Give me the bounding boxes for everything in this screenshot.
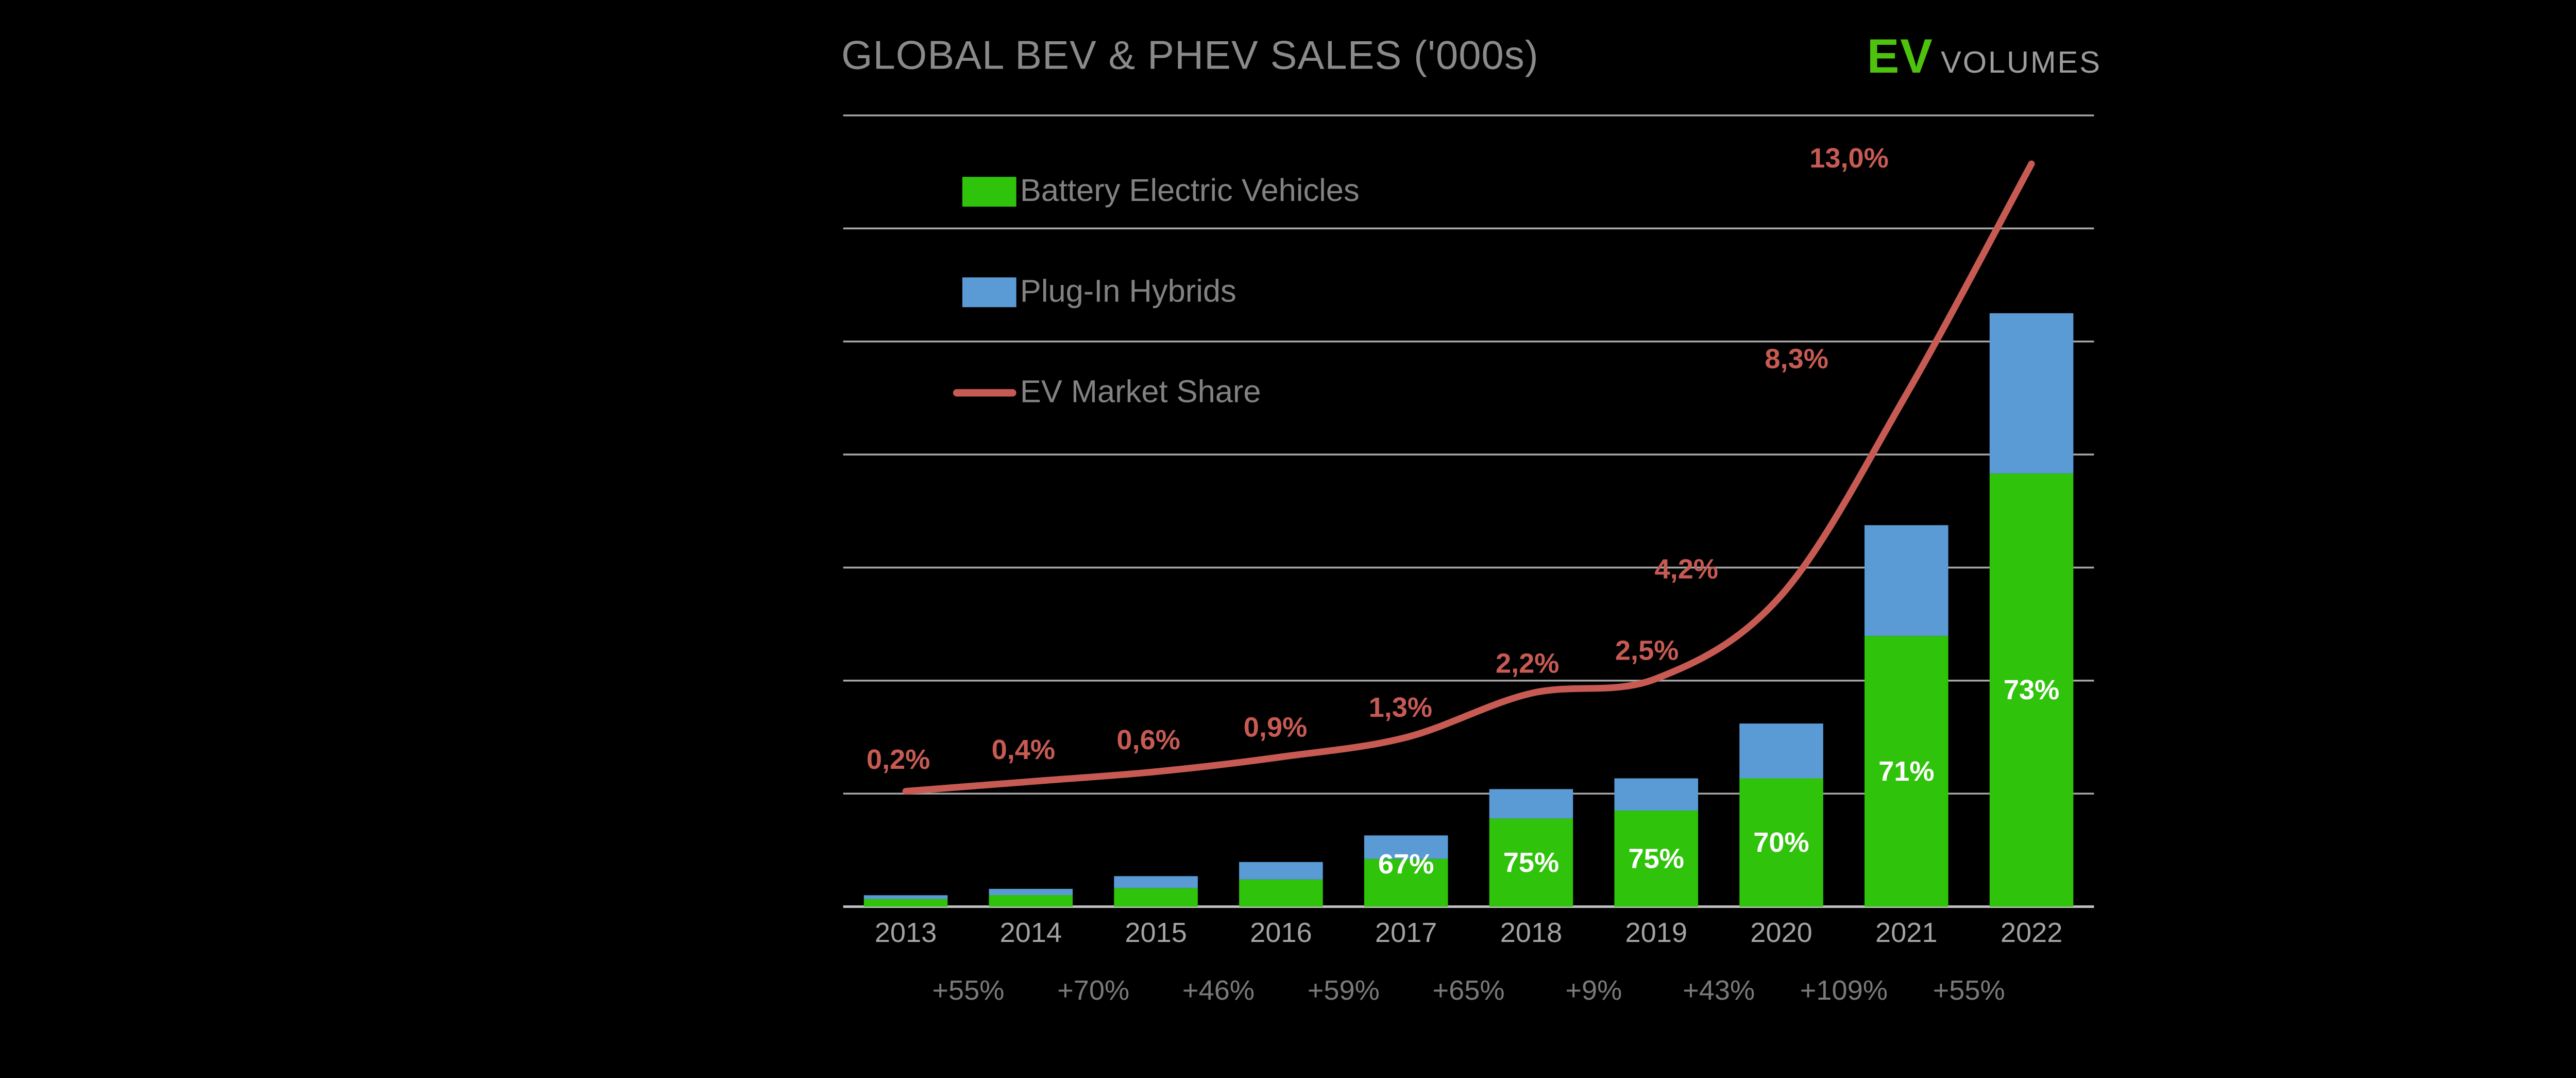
year-label-2017: 2017	[1375, 917, 1437, 948]
year-label-2016: 2016	[1250, 917, 1312, 948]
year-label-2014: 2014	[1000, 917, 1062, 948]
market-share-label-2019: 2,5%	[1615, 635, 1679, 666]
chart-title: GLOBAL BEV & PHEV SALES ('000s)	[841, 33, 1539, 78]
growth-label-2019: +9%	[1565, 975, 1622, 1006]
year-label-2015: 2015	[1125, 917, 1187, 948]
growth-label-2021: +109%	[1800, 975, 1888, 1006]
bev-swatch-icon	[962, 177, 1016, 207]
bar-phev-2016	[1239, 862, 1323, 880]
bev-share-label-2021: 71%	[1878, 756, 1934, 787]
growth-label-2020: +43%	[1683, 975, 1755, 1006]
bar-phev-2017	[1364, 835, 1448, 859]
market-share-label-2017: 1,3%	[1369, 692, 1433, 723]
market-share-line-icon	[953, 389, 1016, 397]
growth-label-2015: +70%	[1057, 975, 1129, 1006]
bar-bev-2019	[1614, 811, 1699, 907]
legend-label-bev: Battery Electric Vehicles	[1020, 173, 1360, 209]
year-label-2020: 2020	[1750, 917, 1812, 948]
bar-phev-2019	[1614, 778, 1699, 811]
growth-label-2022: +55%	[1933, 975, 2005, 1006]
logo-ev-text: EV	[1867, 28, 1934, 84]
bar-bev-2018	[1489, 818, 1573, 907]
bev-share-label-2018: 75%	[1503, 847, 1559, 878]
growth-label-2018: +65%	[1433, 975, 1505, 1006]
bar-bev-2021	[1865, 636, 1948, 907]
bar-bev-2014	[989, 895, 1073, 907]
growth-label-2014: +55%	[932, 975, 1004, 1006]
bar-bev-2016	[1239, 879, 1323, 907]
market-share-label-2021: 8,3%	[1765, 343, 1828, 374]
logo-volumes-text: VOLUMES	[1941, 46, 2102, 80]
bar-phev-2015	[1114, 876, 1198, 888]
market-share-label-2014: 0,4%	[992, 734, 1056, 765]
year-label-2019: 2019	[1625, 917, 1687, 948]
year-label-2018: 2018	[1500, 917, 1563, 948]
market-share-label-2013: 0,2%	[867, 744, 930, 775]
phev-swatch-icon	[962, 277, 1016, 308]
bar-bev-2022	[1989, 473, 2074, 907]
growth-label-2016: +46%	[1182, 975, 1255, 1006]
bev-share-label-2019: 75%	[1629, 843, 1684, 874]
market-share-line	[902, 160, 2035, 795]
legend-item-market-share: EV Market Share	[953, 374, 1360, 410]
year-label-2021: 2021	[1875, 917, 1938, 948]
legend-item-phev: Plug-In Hybrids	[962, 274, 1360, 309]
bar-phev-2020	[1739, 723, 1823, 779]
ev-volumes-logo: EV VOLUMES	[1867, 28, 2102, 86]
legend-label-market-share: EV Market Share	[1020, 374, 1261, 410]
market-share-label-2018: 2,2%	[1496, 648, 1560, 679]
legend-label-phev: Plug-In Hybrids	[1020, 274, 1236, 309]
bar-bev-2020	[1739, 778, 1823, 907]
bar-phev-2018	[1489, 789, 1573, 819]
growth-label-2017: +59%	[1308, 975, 1380, 1006]
market-share-label-2020: 4,2%	[1655, 554, 1719, 585]
bev-share-label-2022: 73%	[2004, 675, 2059, 705]
bar-phev-2013	[863, 895, 948, 899]
year-label-2022: 2022	[2001, 917, 2063, 948]
bev-share-label-2020: 70%	[1753, 827, 1809, 858]
market-share-label-2016: 0,9%	[1244, 712, 1308, 743]
chart-legend: Battery Electric Vehicles Plug-In Hybrid…	[953, 173, 1360, 410]
bar-bev-2015	[1114, 888, 1198, 907]
bar-bev-2013	[863, 899, 948, 907]
bar-phev-2021	[1865, 525, 1948, 636]
market-share-label-2015: 0,6%	[1116, 725, 1180, 755]
bar-bev-2017	[1364, 858, 1448, 907]
bar-phev-2014	[989, 888, 1073, 895]
year-label-2013: 2013	[875, 917, 937, 948]
market-share-label-2022: 13,0%	[1809, 143, 1889, 174]
bar-phev-2022	[1989, 313, 2074, 474]
bev-share-label-2017: 67%	[1378, 849, 1434, 880]
legend-item-bev: Battery Electric Vehicles	[962, 173, 1360, 209]
